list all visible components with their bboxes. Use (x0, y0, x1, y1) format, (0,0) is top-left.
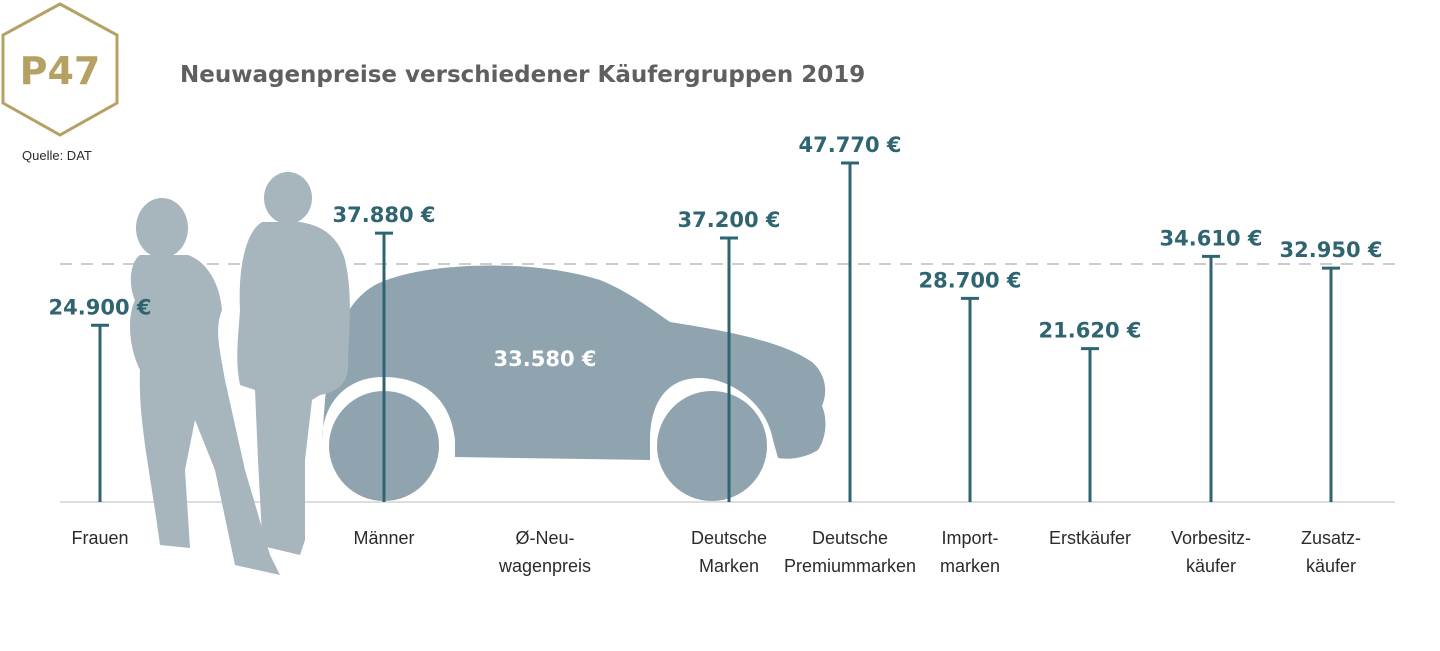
value-label: 21.620 € (1039, 319, 1142, 343)
chart-title: Neuwagenpreise verschiedener Käufergrupp… (180, 62, 865, 88)
badge: P47 (1, 2, 119, 137)
value-labels: 24.900 € 37.880 € 33.580 € 37.200 € 47.770 €… (49, 133, 1383, 371)
category-label: Marken (699, 556, 759, 576)
category-label: Deutsche (812, 528, 888, 548)
value-label: 28.700 € (919, 268, 1022, 292)
people-silhouette-icon (129, 172, 350, 575)
category-label: Deutsche (691, 528, 767, 548)
value-label: 34.610 € (1160, 226, 1263, 250)
badge-label: P47 (20, 49, 101, 93)
category-label: Vorbesitz- (1171, 528, 1251, 548)
value-label: 24.900 € (49, 295, 152, 319)
category-labels: Frauen Männer Ø-Neu-wagenpreis Deutsche Mark… (71, 528, 1361, 576)
value-label: 37.200 € (678, 208, 781, 232)
category-label: käufer (1306, 556, 1356, 576)
source-note: Quelle: DAT (22, 148, 92, 163)
category-label: Frauen (71, 528, 128, 548)
average-value-label: 33.580 € (494, 347, 597, 371)
category-label: käufer (1186, 556, 1236, 576)
category-label: marken (940, 556, 1000, 576)
category-label: Ø-Neu- (515, 528, 574, 548)
value-label: 37.880 € (333, 203, 436, 227)
category-label: Männer (353, 528, 414, 548)
badge-hexagon-icon (1, 2, 119, 137)
category-label: wagenpreis (498, 556, 591, 576)
value-label: 47.770 € (799, 133, 902, 157)
category-label: Import- (941, 528, 998, 548)
category-label: Premiummarken (784, 556, 916, 576)
value-stems (91, 161, 1340, 502)
category-label: Zusatz- (1301, 528, 1361, 548)
car-silhouette-icon (322, 265, 826, 501)
category-label: Erstkäufer (1049, 528, 1131, 548)
value-label: 32.950 € (1280, 238, 1383, 262)
